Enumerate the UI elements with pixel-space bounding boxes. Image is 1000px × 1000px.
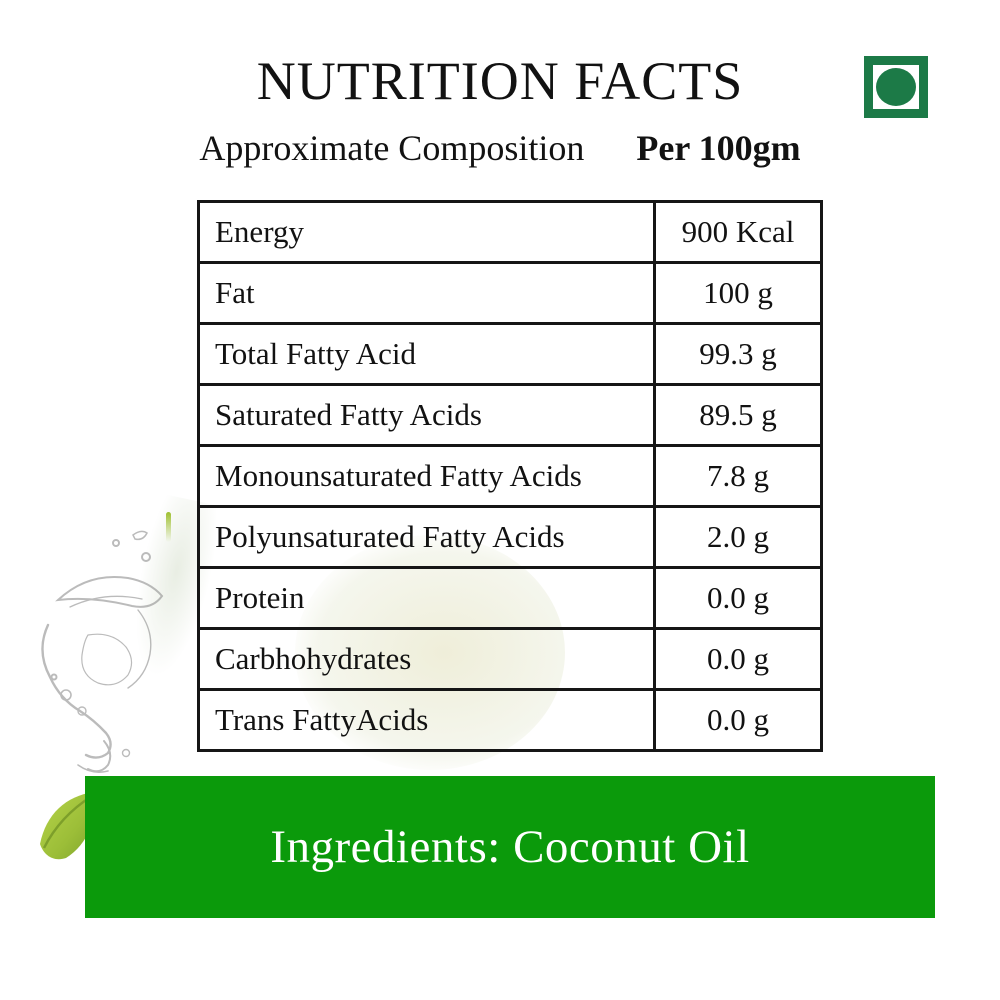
- table-row: Fat 100 g: [200, 261, 820, 322]
- ingredients-banner: Ingredients: Coconut Oil: [85, 776, 935, 918]
- table-row: Trans FattyAcids 0.0 g: [200, 688, 820, 749]
- leaf-sprig-image: [166, 512, 171, 542]
- row-label: Trans FattyAcids: [200, 691, 656, 749]
- table-row: Protein 0.0 g: [200, 566, 820, 627]
- row-label: Total Fatty Acid: [200, 325, 656, 383]
- table-row: Monounsaturated Fatty Acids 7.8 g: [200, 444, 820, 505]
- row-value: 900 Kcal: [681, 214, 795, 249]
- row-label: Saturated Fatty Acids: [200, 386, 656, 444]
- row-value: 100 g: [703, 275, 773, 310]
- page-title: NUTRITION FACTS: [256, 51, 744, 111]
- table-row: Polyunsaturated Fatty Acids 2.0 g: [200, 505, 820, 566]
- row-label: Carbhohydrates: [200, 630, 656, 688]
- row-label: Energy: [200, 203, 656, 261]
- row-value: 2.0 g: [707, 519, 769, 554]
- per-100gm-label: Per 100gm: [636, 128, 801, 168]
- table-row: Saturated Fatty Acids 89.5 g: [200, 383, 820, 444]
- row-label: Monounsaturated Fatty Acids: [200, 447, 656, 505]
- table-row: Energy 900 Kcal: [200, 203, 820, 261]
- row-value: 0.0 g: [707, 702, 769, 737]
- row-label: Protein: [200, 569, 656, 627]
- water-splash-image: [41, 530, 164, 773]
- row-value: 99.3 g: [699, 336, 777, 371]
- table-row: Carbhohydrates 0.0 g: [200, 627, 820, 688]
- row-value: 7.8 g: [707, 458, 769, 493]
- nutrition-table: Energy 900 Kcal Fat 100 g Total Fatty Ac…: [197, 200, 823, 752]
- row-label: Polyunsaturated Fatty Acids: [200, 508, 656, 566]
- row-value: 0.0 g: [707, 580, 769, 615]
- veg-dot-icon: [876, 68, 916, 106]
- row-label: Fat: [200, 264, 656, 322]
- row-value: 0.0 g: [707, 641, 769, 676]
- subtitle-row: Approximate Composition Per 100gm: [0, 127, 1000, 169]
- row-value: 89.5 g: [699, 397, 777, 432]
- ingredients-text: Ingredients: Coconut Oil: [270, 821, 750, 873]
- table-row: Total Fatty Acid 99.3 g: [200, 322, 820, 383]
- subtitle-text: Approximate Composition: [199, 128, 585, 168]
- veg-mark-icon: [864, 56, 928, 118]
